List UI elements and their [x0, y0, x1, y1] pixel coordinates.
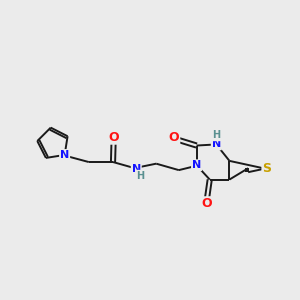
Text: O: O	[108, 131, 119, 144]
Text: O: O	[201, 197, 212, 210]
Text: H: H	[136, 171, 144, 181]
Text: S: S	[262, 162, 272, 175]
Text: N: N	[60, 150, 69, 160]
Text: N: N	[132, 164, 141, 173]
Text: H: H	[212, 130, 220, 140]
Text: O: O	[169, 131, 179, 144]
Text: N: N	[192, 160, 201, 170]
Text: N: N	[212, 140, 221, 149]
